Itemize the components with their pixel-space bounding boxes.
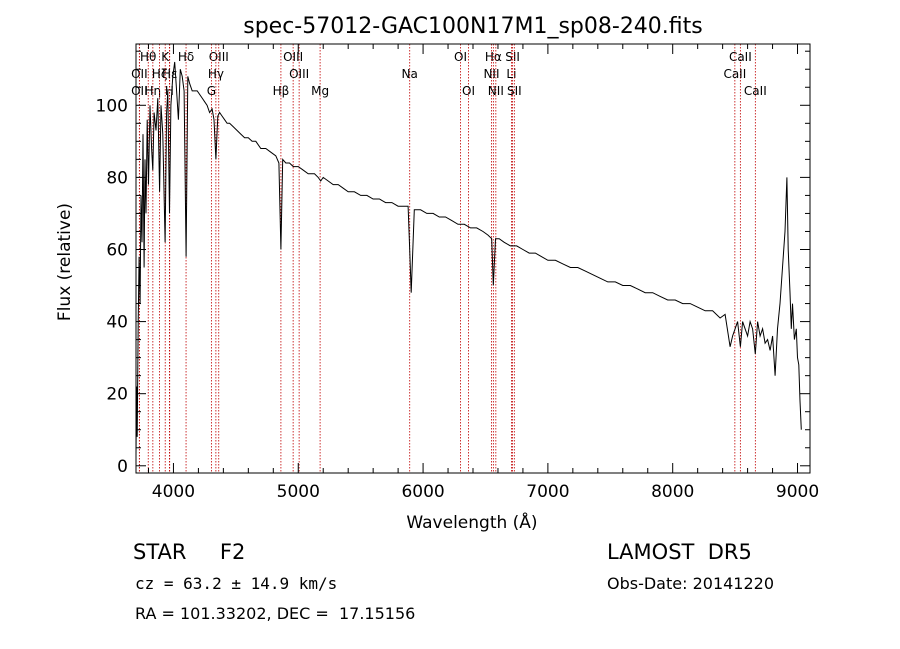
obs-date-label: Obs-Date: 20141220 xyxy=(607,574,775,593)
spectral-line-label: Hδ xyxy=(178,50,194,64)
x-tick-label: 9000 xyxy=(776,482,819,502)
spectral-line-label: K xyxy=(161,50,170,64)
spectral-line-label: OI xyxy=(454,50,467,64)
y-tick-label: 80 xyxy=(106,168,128,188)
y-tick-label: 60 xyxy=(106,240,128,260)
spectral-line-label: SII xyxy=(507,84,522,98)
y-tick-label: 100 xyxy=(96,96,128,116)
redshift-cz-label: cz = 63.2 ± 14.9 km/s xyxy=(135,574,338,593)
x-tick-label: 8000 xyxy=(651,482,694,502)
y-axis: 0 20 40 60 80 100 xyxy=(96,50,810,477)
x-tick-label: 7000 xyxy=(526,482,569,502)
spectral-line-label: CaII xyxy=(729,50,752,64)
spectral-line-label: OI xyxy=(462,84,475,98)
y-tick-label: 20 xyxy=(106,385,128,405)
spectral-line-label: OIII xyxy=(283,50,303,64)
x-tick-label: 6000 xyxy=(401,482,444,502)
object-type-label: STAR F2 xyxy=(133,540,246,564)
spectral-line-label: H xyxy=(165,84,174,98)
spectral-line-label: SII xyxy=(505,50,520,64)
x-tick-label: 4000 xyxy=(152,482,195,502)
chart-title: spec-57012-GAC100N17M1_sp08-240.fits xyxy=(243,14,703,39)
spectral-line-label: Hζ xyxy=(152,67,168,81)
survey-label: LAMOST DR5 xyxy=(607,540,752,564)
spectral-line-label: Li xyxy=(506,67,516,81)
x-axis: 4000 5000 6000 7000 8000 9000 xyxy=(147,44,819,502)
spectrum-line xyxy=(135,61,802,456)
x-axis-label: Wavelength (Å) xyxy=(406,511,537,533)
ra-dec-label: RA = 101.33202, DEC = 17.15156 xyxy=(135,604,416,623)
spectral-line-label: OIII xyxy=(209,50,229,64)
spectral-line-label: Hβ xyxy=(273,84,290,98)
spectral-line-label: OII xyxy=(131,84,148,98)
spectral-line-label: Hθ xyxy=(140,50,156,64)
spectral-line-label: Hγ xyxy=(208,67,224,81)
spectral-line-label: NII xyxy=(483,67,499,81)
spectral-line-label: CaII xyxy=(744,84,767,98)
spectral-line-label: Hα xyxy=(485,50,502,64)
x-tick-label: 5000 xyxy=(277,482,320,502)
spectral-line-label: Na xyxy=(402,67,418,81)
y-axis-label: Flux (relative) xyxy=(55,203,75,321)
spectral-line-label: OIII xyxy=(289,67,309,81)
y-tick-label: 40 xyxy=(106,313,128,333)
y-tick-label: 0 xyxy=(117,457,128,477)
spectral-line-label: Hη xyxy=(145,84,162,98)
spectral-line-label: G xyxy=(207,84,216,98)
spectral-line-label: Mg xyxy=(311,84,329,98)
spectral-line-label: CaII xyxy=(723,67,746,81)
spectral-line-label: NII xyxy=(488,84,504,98)
plot-frame xyxy=(135,43,811,474)
